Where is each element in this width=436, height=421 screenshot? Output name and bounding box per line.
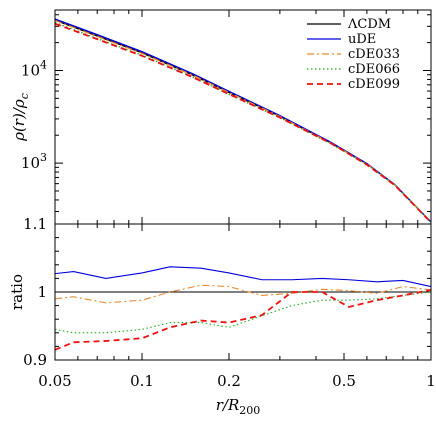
legend-label-cDE033: cDE033 xyxy=(348,47,400,62)
x-tick-label: 1 xyxy=(426,372,436,390)
x-tick-label: 0.1 xyxy=(130,372,154,390)
legend-label-uDE: uDE xyxy=(348,32,376,47)
y-tick-label-bottom: 1.1 xyxy=(23,215,47,233)
x-axis-title: r/R200 xyxy=(216,396,261,416)
x-tick-label: 0.05 xyxy=(38,372,71,390)
bottom-y-axis-title: ratio xyxy=(8,274,26,310)
legend-label-cDE099: cDE099 xyxy=(348,77,400,92)
series-line-bottom-cDE066 xyxy=(54,291,432,334)
legend-label-cDE066: cDE066 xyxy=(348,62,400,77)
series-line-bottom-cDE099 xyxy=(54,289,432,351)
x-tick-label: 0.5 xyxy=(332,372,356,390)
x-tick-label: 0.2 xyxy=(217,372,241,390)
y-tick-label-top: 103 xyxy=(21,151,47,172)
legend-label-ΛCDM: ΛCDM xyxy=(347,17,391,32)
series-line-bottom-cDE033 xyxy=(54,284,432,304)
top-y-axis-title: ρ(r)/ρc xyxy=(10,93,31,142)
y-tick-label-bottom: 1 xyxy=(37,283,47,301)
series-line-top-cDE099 xyxy=(54,22,432,224)
bottom-panel-frame xyxy=(54,223,432,361)
series-line-bottom-uDE xyxy=(54,266,432,288)
y-tick-label-top: 104 xyxy=(21,58,47,79)
y-tick-label-bottom: 0.9 xyxy=(23,351,47,369)
